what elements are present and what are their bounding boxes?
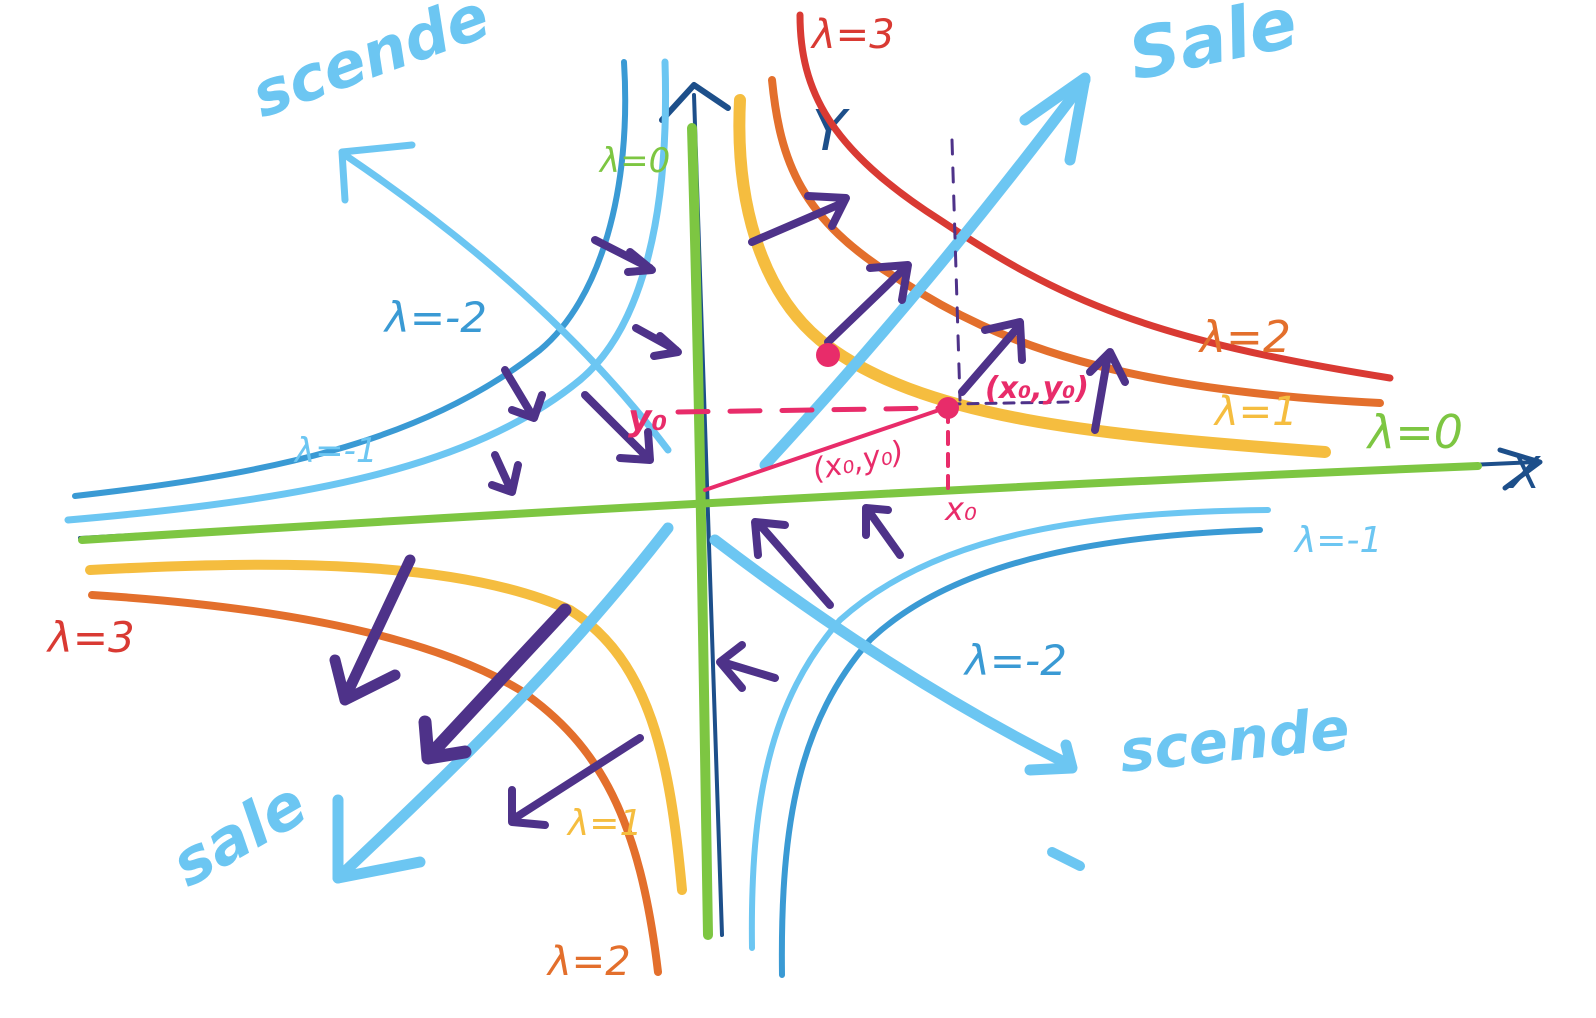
stray-mark bbox=[1047, 847, 1085, 871]
y-axis-label: Y bbox=[812, 99, 850, 164]
level-curve-lambda-neg2 bbox=[72, 59, 1263, 978]
label-lambda-3-left: λ=3 bbox=[46, 613, 135, 662]
gradient-arrow bbox=[508, 734, 644, 829]
label-lambda-neg2-lower: λ=-2 bbox=[963, 636, 1067, 685]
lambda-2-upper-right bbox=[768, 76, 1384, 407]
gradient-arrow bbox=[958, 318, 1026, 396]
lambda-0-horizontal bbox=[78, 462, 1482, 544]
gradient-arrow bbox=[501, 366, 546, 422]
level-curve-lambda-0 bbox=[78, 123, 1482, 940]
gradient-arrow bbox=[581, 391, 654, 464]
gradient-arrow bbox=[329, 554, 416, 706]
level-curve-lambda-3 bbox=[796, 11, 1394, 382]
tangent-dashed bbox=[948, 400, 1072, 406]
lambda-neg2-upper-left bbox=[72, 59, 629, 499]
diagonal-ascend-lower-arrowhead bbox=[332, 794, 426, 884]
label-lambda-0-top: λ=0 bbox=[598, 141, 670, 181]
gradient-arrow bbox=[418, 603, 572, 765]
label-sale-bottom-left: sale bbox=[159, 767, 319, 901]
gradient-arrow bbox=[632, 324, 682, 360]
label-scende-bottom-right: scende bbox=[1116, 694, 1352, 786]
diagonal-descend-upper-arrowhead bbox=[338, 141, 416, 204]
gradient-arrows bbox=[329, 192, 1129, 829]
lambda-1-lower-left bbox=[85, 559, 687, 895]
label-sale-top-right: Sale bbox=[1121, 0, 1303, 97]
lambda-neg1-upper-left bbox=[64, 58, 669, 524]
diagonal-ascend-line bbox=[332, 522, 674, 884]
x-axis-label: X bbox=[1508, 448, 1541, 499]
label-scende-top-left: scende bbox=[242, 0, 498, 132]
label-x0: x₀ bbox=[944, 490, 977, 528]
diagonal-descend-lower-arrowhead bbox=[1024, 739, 1078, 776]
label-lambda-3-top: λ=3 bbox=[810, 12, 895, 58]
label-vector-x0-y0: (x₀,y₀) bbox=[809, 434, 907, 487]
label-y0: y₀ bbox=[628, 398, 667, 439]
lambda-3-upper-right bbox=[796, 11, 1394, 382]
gradient-arrow bbox=[1086, 348, 1129, 434]
position-vector bbox=[703, 406, 947, 492]
label-lambda-neg2-upper: λ=-2 bbox=[383, 293, 487, 342]
x-axis-arrowhead bbox=[1497, 447, 1543, 491]
gradient-arrow bbox=[591, 236, 656, 276]
label-lambda-2-right: λ=2 bbox=[1198, 312, 1291, 363]
gradient-arrow bbox=[716, 641, 779, 692]
lambda-neg2-lower-right bbox=[778, 527, 1263, 978]
label-lambda-1-bottom: λ=1 bbox=[566, 803, 642, 844]
point-x0-y0 bbox=[937, 397, 959, 419]
gradient-arrow bbox=[824, 261, 912, 346]
diagonal-descend-lower-line bbox=[709, 534, 1076, 771]
label-point-x0-y0: (x₀,y₀) bbox=[985, 371, 1089, 406]
point-construction bbox=[675, 138, 1072, 492]
level-curve-lambda-neg1 bbox=[64, 58, 1271, 951]
point-marker bbox=[816, 343, 840, 367]
label-lambda-1-right: λ=1 bbox=[1213, 389, 1298, 435]
label-lambda-0-right: λ=0 bbox=[1365, 405, 1463, 459]
gradient-arrow bbox=[748, 192, 850, 246]
gradient-arrow bbox=[751, 518, 834, 609]
label-lambda-2-bottom: λ=2 bbox=[546, 939, 631, 985]
gradient-arrow bbox=[862, 504, 904, 559]
label-lambda-neg1-upper: λ=-1 bbox=[293, 431, 378, 471]
y-axis-arrowhead bbox=[659, 82, 731, 123]
y0-dashed-line bbox=[675, 405, 948, 415]
level-curve-lambda-2 bbox=[88, 76, 1384, 976]
diagonal-descend-upper-line bbox=[341, 151, 672, 454]
lambda-0-vertical bbox=[687, 123, 713, 940]
diagonal-ascend-upper-arrowhead bbox=[1019, 72, 1091, 166]
lambda-labels: λ=3 λ=2 λ=1 λ=0 λ=0 λ=-2 λ=-1 λ=-1 λ=-2 … bbox=[46, 12, 1463, 985]
level-line-dashed bbox=[950, 138, 962, 402]
direction-diagonals bbox=[332, 72, 1091, 884]
diagonal-ascend-upper-line bbox=[759, 74, 1091, 471]
gradient-arrow bbox=[488, 451, 522, 496]
label-lambda-neg1-right: λ=-1 bbox=[1293, 520, 1382, 561]
lambda-neg1-lower-right bbox=[748, 507, 1271, 951]
lambda-2-lower-left bbox=[88, 591, 662, 976]
